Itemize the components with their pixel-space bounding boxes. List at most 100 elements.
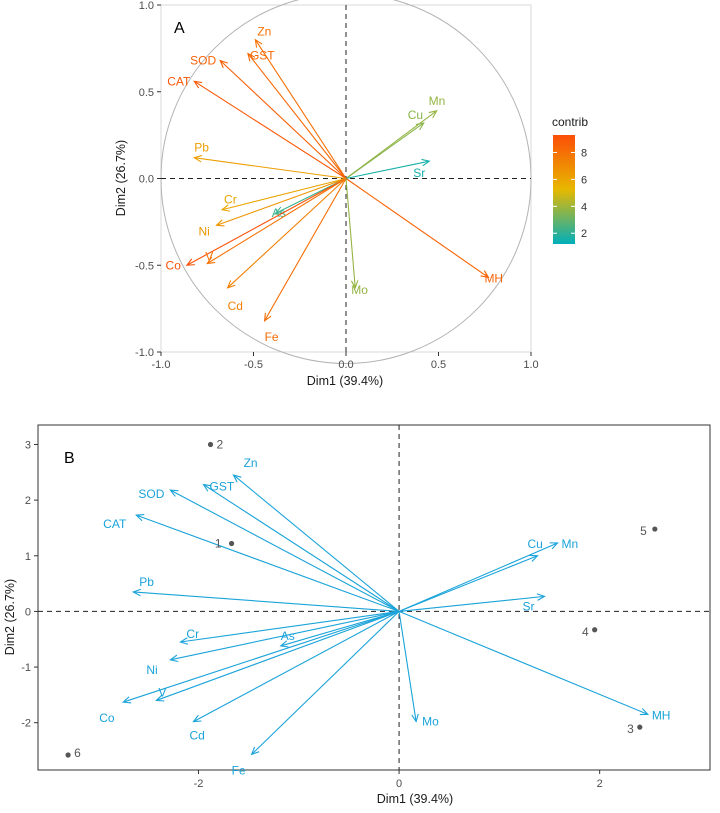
variable-arrow-mh [345, 178, 489, 278]
variable-label-ni: Ni [199, 224, 210, 238]
y-tick-label: 3 [25, 439, 31, 451]
arrowhead-cu [529, 554, 539, 562]
y-tick-label: 0.5 [139, 87, 154, 99]
x-tick-label: -2 [194, 778, 204, 790]
variable-label-gst: GST [209, 480, 234, 494]
legend-tick-label: 8 [581, 147, 587, 159]
variable-arrow-cd [193, 610, 400, 723]
arrowhead-sod [169, 489, 179, 497]
arrowhead-ni [215, 219, 225, 227]
y-tick-label: -1.0 [135, 347, 154, 359]
legend-tick-label: 6 [581, 174, 587, 186]
arrowhead-mn [428, 110, 438, 119]
variable-label-gst: GST [250, 49, 275, 63]
arrowhead-v [155, 694, 165, 702]
arrowhead-pb [131, 588, 141, 597]
variable-label-cd: Cd [228, 299, 243, 313]
variable-arrow-co [123, 610, 400, 703]
variable-label-mn: Mn [429, 94, 446, 108]
variable-arrow-cat [136, 514, 400, 612]
individual-label-1: 1 [215, 537, 222, 551]
variable-label-as: As [281, 629, 295, 643]
variable-arrow-as [280, 610, 400, 647]
arrowhead-cd [226, 280, 236, 289]
variable-arrow-cd [227, 178, 347, 289]
variable-arrow-cr [180, 610, 400, 643]
arrowhead-pb [192, 154, 203, 163]
variable-arrow-mh [398, 610, 649, 715]
variable-label-ni: Ni [146, 663, 157, 677]
variable-arrow-pb [133, 591, 400, 612]
variable-arrow-cu [398, 555, 538, 612]
variable-label-v: V [205, 250, 213, 264]
individual-point-6 [65, 752, 71, 758]
biplot-chart: Zn GST SOD CAT Mn Cu Sr Pb Cr As Ni Co V Cd Fe Mo MH 1 2 3… [0, 395, 720, 813]
variable-arrow-gst [247, 53, 347, 179]
variable-label-pb: Pb [194, 141, 209, 155]
arrowhead-sr [421, 158, 431, 167]
variable-label-sr: Sr [413, 166, 425, 180]
x-tick-label: 0.0 [338, 359, 353, 371]
variable-label-cu: Cu [527, 537, 542, 551]
individual-point-3 [637, 724, 643, 730]
arrowhead-cr [220, 204, 231, 212]
arrowhead-cr [179, 637, 189, 645]
legend-tick-label: 4 [581, 201, 587, 213]
variable-label-pb: Pb [139, 575, 154, 589]
individual-point-4 [592, 627, 598, 633]
arrowhead-mo [411, 713, 419, 723]
variable-arrow-v [156, 610, 400, 701]
arrowhead-zn [254, 38, 263, 48]
variable-label-sr: Sr [523, 599, 535, 613]
individual-label-3: 3 [627, 722, 634, 736]
arrowhead-as [279, 640, 289, 648]
individual-label-2: 2 [217, 437, 224, 451]
variable-arrow-fe [264, 178, 347, 322]
arrowhead-gst [247, 52, 256, 62]
variable-label-fe: Fe [265, 330, 279, 344]
variable-label-sod: SOD [138, 487, 164, 501]
variable-label-cat: CAT [167, 74, 191, 88]
individual-label-6: 6 [74, 746, 81, 760]
variable-arrow-cr [221, 177, 347, 211]
y-tick-label: -1 [21, 662, 31, 674]
panel-b-letter: B [64, 450, 75, 467]
arrowhead-co [121, 696, 132, 704]
panel-b-variables: Zn GST SOD CAT Mn Cu Sr Pb Cr As Ni Co V Cd Fe Mo MH [99, 456, 670, 777]
y-tick-label: -0.5 [135, 260, 154, 272]
variable-arrow-sod [170, 489, 400, 612]
x-tick-label: -0.5 [244, 359, 263, 371]
variable-label-mh: MH [652, 708, 671, 722]
variable-arrow-fe [251, 611, 400, 755]
y-tick-label: 1.0 [139, 0, 154, 12]
panel-b-individuals: 1 2 3 4 5 6 [65, 437, 658, 760]
variable-label-cat: CAT [103, 517, 127, 531]
variable-label-cr: Cr [186, 627, 199, 641]
individual-point-1 [228, 540, 235, 547]
variable-arrow-zn [254, 39, 347, 179]
variable-label-mh: MH [484, 271, 503, 285]
x-tick-label: 0.5 [431, 359, 446, 371]
arrowhead-mo [350, 280, 359, 290]
arrowhead-mn [549, 542, 559, 550]
arrowhead-zn [232, 474, 242, 483]
variable-label-mo: Mo [422, 715, 439, 729]
arrowhead-ni [169, 654, 179, 663]
variable-arrow-sr [399, 595, 545, 612]
variable-arrow-zn [233, 474, 400, 612]
arrowhead-cd [192, 714, 202, 723]
panel-a-axes: -1.0 -0.5 0.0 0.5 1.0 -1.0 -0.5 0.0 0.5 1.0 [135, 0, 539, 371]
panel-a-letter: A [174, 20, 185, 37]
variable-arrow-mo [345, 178, 356, 288]
y-tick-label: 2 [25, 495, 31, 507]
variable-label-zn: Zn [244, 456, 258, 470]
y-tick-label: 0 [25, 606, 31, 618]
variable-label-mn: Mn [562, 537, 579, 551]
individual-point-5 [652, 526, 658, 532]
variable-label-cd: Cd [189, 729, 204, 743]
variable-label-cr: Cr [224, 193, 237, 207]
variable-arrow-cu [345, 122, 425, 179]
variable-arrow-v [206, 178, 347, 264]
variable-arrow-mo [398, 611, 417, 722]
